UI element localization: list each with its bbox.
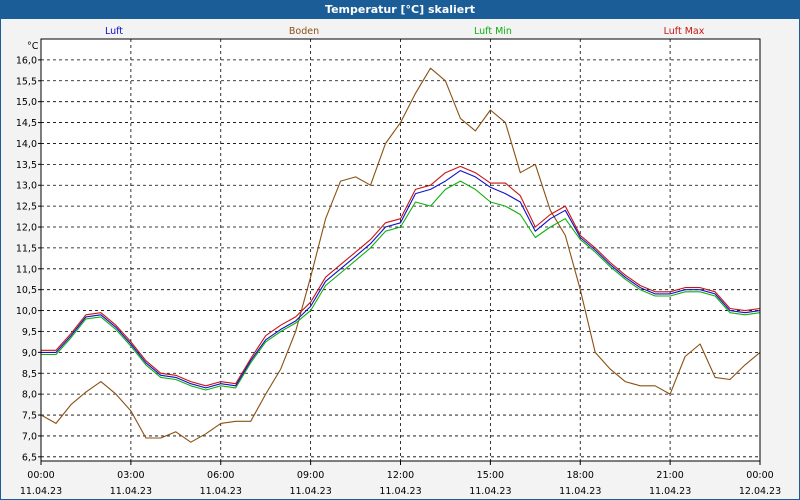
legend-luft-min: Luft Min <box>474 26 512 37</box>
y-tick-label: 9,0 <box>22 348 37 359</box>
y-tick-label: 13,0 <box>16 181 37 192</box>
temperature-chart: 6,5 7,0 7,5 8,0 8,5 9,0 9,5 10,0 10,5 11,0 11,5 12,… <box>16 26 781 497</box>
y-tick-label: 14,0 <box>16 139 37 150</box>
series-line-luft-min <box>41 180 761 391</box>
series-lines <box>40 67 761 443</box>
x-tick-label-time: 09:00 <box>297 470 324 481</box>
y-tick-label: 7,0 <box>22 431 37 442</box>
x-tick-label-time: 00:00 <box>27 470 54 481</box>
y-tick-label: 11,5 <box>16 243 37 254</box>
x-tick-label-time: 15:00 <box>477 470 504 481</box>
x-tick-label-date: 12.04.23 <box>739 486 781 497</box>
x-tick-label-time: 18:00 <box>567 470 594 481</box>
x-tick-label-date: 11.04.23 <box>110 486 152 497</box>
y-tick-label: 12,5 <box>16 202 37 213</box>
x-tick-label-time: 21:00 <box>656 470 683 481</box>
x-tick-label-date: 11.04.23 <box>649 486 691 497</box>
plot-border <box>40 38 761 462</box>
legend-luft-max: Luft Max <box>664 26 705 37</box>
y-tick-label: 13,5 <box>16 160 37 171</box>
series-line-luft <box>41 170 761 389</box>
y-tick-label: 8,5 <box>22 369 37 380</box>
x-tick-label-time: 12:00 <box>387 470 414 481</box>
axes: 6,5 7,0 7,5 8,0 8,5 9,0 9,5 10,0 10,5 11,0 11,5 12,… <box>16 26 781 497</box>
x-tick-label-date: 11.04.23 <box>289 486 331 497</box>
y-tick-label: 12,0 <box>16 223 37 234</box>
y-tick-label: 7,5 <box>22 411 37 422</box>
series-line-boden <box>40 67 761 443</box>
grid <box>41 39 760 461</box>
y-tick-label: 15,5 <box>16 76 37 87</box>
y-tick-label: 9,5 <box>22 327 37 338</box>
x-tick-label-time: 03:00 <box>117 470 144 481</box>
y-tick-label: 6,5 <box>22 452 37 463</box>
x-tick-label-date: 11.04.23 <box>379 486 421 497</box>
x-tick-label-date: 11.04.23 <box>559 486 601 497</box>
y-tick-label: 10,5 <box>16 285 37 296</box>
y-tick-label: 15,0 <box>16 97 37 108</box>
legend-luft: Luft <box>105 26 123 37</box>
x-tick-label-date: 11.04.23 <box>469 486 511 497</box>
x-tick-label-date: 11.04.23 <box>20 486 62 497</box>
x-tick-label-date: 11.04.23 <box>200 486 242 497</box>
window-title: Temperatur [°C] skaliert <box>1 1 799 19</box>
y-tick-label: 8,0 <box>22 390 37 401</box>
x-tick-label-time: 06:00 <box>207 470 234 481</box>
y-axis-unit: °C <box>27 41 39 52</box>
legend-boden: Boden <box>289 26 319 37</box>
y-tick-label: 11,0 <box>16 264 37 275</box>
y-tick-label: 16,0 <box>16 55 37 66</box>
series-line-luft-max <box>41 165 761 387</box>
y-tick-label: 10,0 <box>16 306 37 317</box>
x-tick-label-time: 00:00 <box>746 470 773 481</box>
y-tick-label: 14,5 <box>16 118 37 129</box>
